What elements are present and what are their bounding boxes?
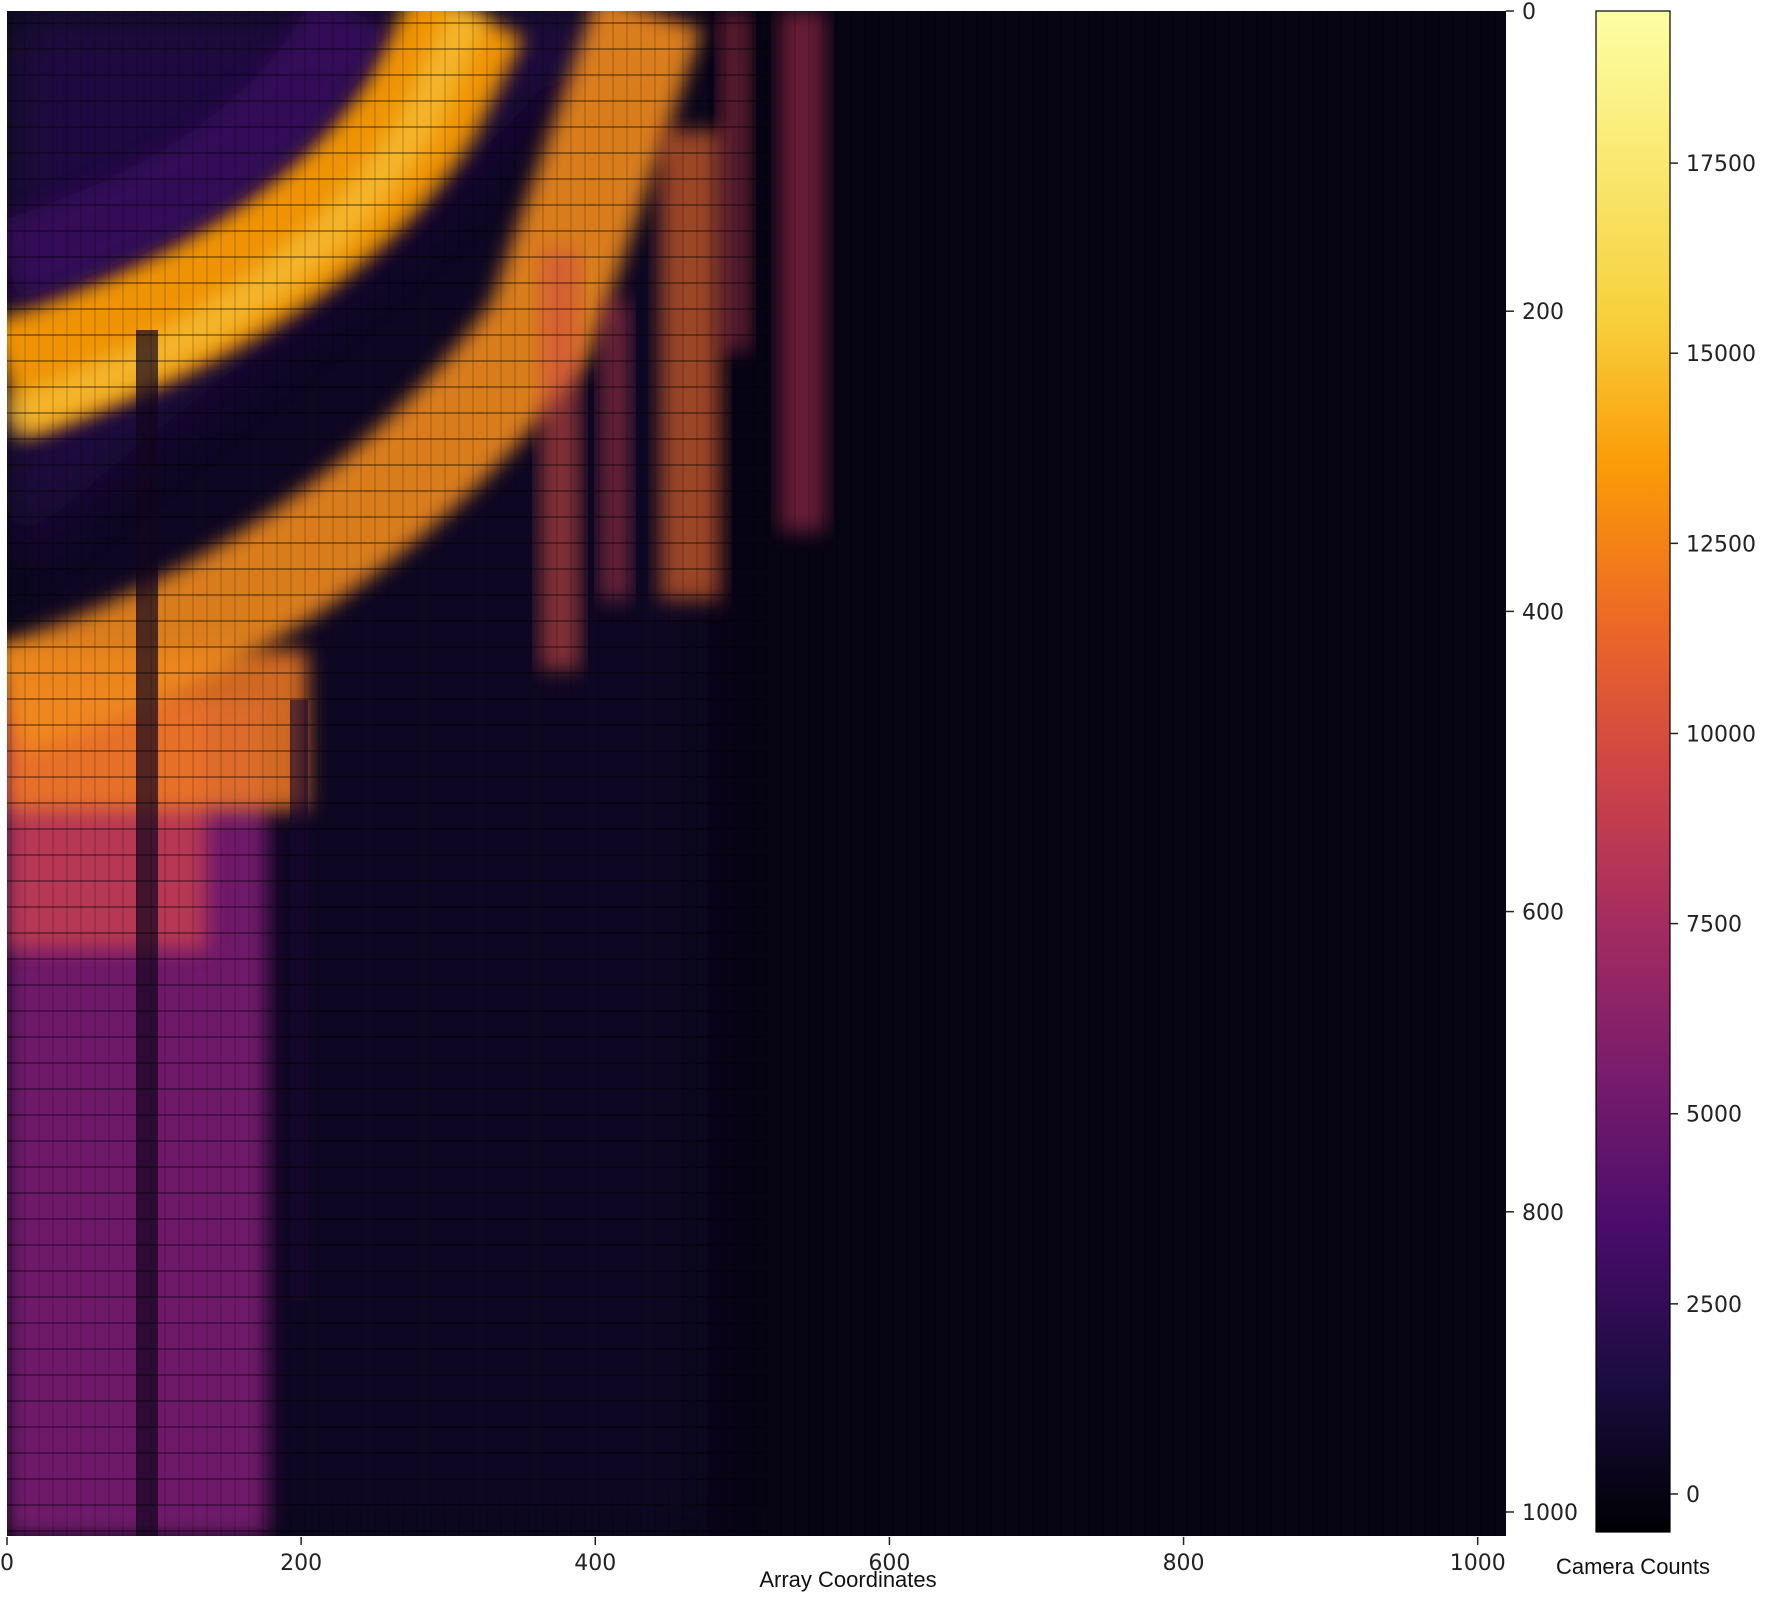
x-tick-label: 0 (0, 1551, 14, 1576)
x-tick-label: 400 (574, 1551, 616, 1576)
colorbar-tick-label: 12500 (1686, 532, 1756, 557)
y-tick-label: 200 (1522, 300, 1564, 325)
colorbar-gradient (1595, 10, 1671, 1533)
x-tick-label: 800 (1163, 1551, 1205, 1576)
y-tick-label: 600 (1522, 901, 1564, 926)
x-ticks: 0 200 400 600 800 1000 (0, 1537, 1506, 1576)
colorbar-tick-label: 7500 (1686, 913, 1742, 938)
y-tick-label: 400 (1522, 600, 1564, 625)
colorbar-tick-label: 17500 (1686, 152, 1756, 177)
y-axis: 0 200 400 600 800 1000 (1506, 0, 1578, 1526)
y-ticks: 0 200 400 600 800 1000 (1506, 0, 1578, 1526)
colorbar-ticks: 0 2500 5000 7500 10000 12500 15000 17500 (1670, 152, 1756, 1508)
y-tick-label: 1000 (1522, 1501, 1578, 1526)
x-axis-title: Array Coordinates (759, 1567, 936, 1592)
x-tick-label: 1000 (1450, 1551, 1506, 1576)
colorbar-tick-label: 0 (1686, 1483, 1700, 1508)
colorbar-tick-label: 5000 (1686, 1103, 1742, 1128)
x-axis: 0 200 400 600 800 1000 Array Coordinates (0, 1537, 1506, 1592)
colorbar-title: Camera Counts (1556, 1554, 1710, 1579)
x-tick-label: 200 (280, 1551, 322, 1576)
y-tick-label: 0 (1522, 0, 1536, 25)
x-tick-label: 600 (868, 1551, 910, 1576)
colorbar-tick-label: 2500 (1686, 1293, 1742, 1318)
y-tick-label: 800 (1522, 1201, 1564, 1226)
colorbar: 0 2500 5000 7500 10000 12500 15000 17500 Camera… (1556, 10, 1756, 1579)
colorbar-tick-label: 15000 (1686, 342, 1756, 367)
heatmap-image (7, 11, 1506, 1536)
colorbar-tick-label: 10000 (1686, 722, 1756, 747)
